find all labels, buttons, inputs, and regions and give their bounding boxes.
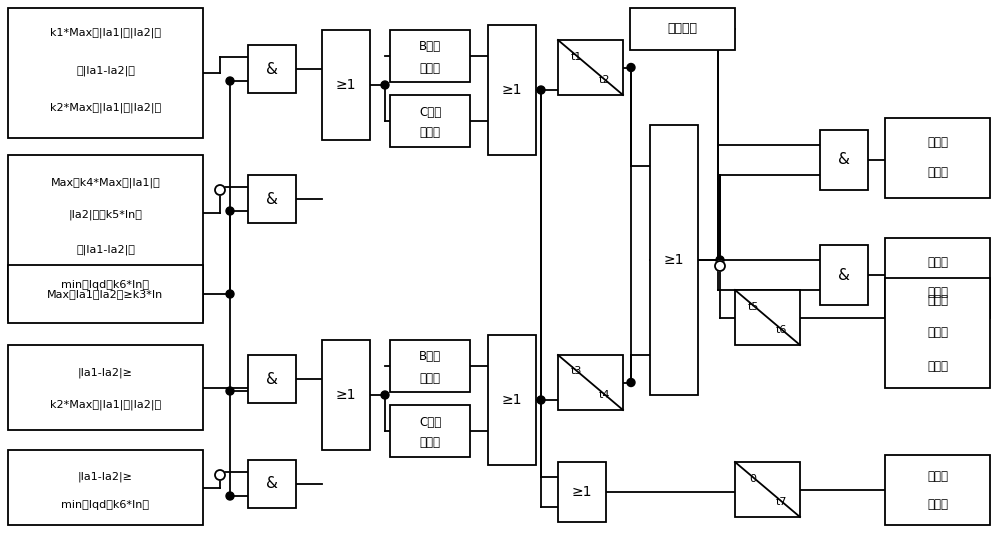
Text: ＜|Ia1-Ia2|＜: ＜|Ia1-Ia2|＜ xyxy=(76,66,135,76)
Circle shape xyxy=(627,63,635,71)
Text: C相电: C相电 xyxy=(419,416,441,429)
Text: 闭锁保: 闭锁保 xyxy=(927,257,948,270)
Bar xyxy=(390,405,470,457)
Bar xyxy=(390,30,470,82)
Bar xyxy=(248,175,296,223)
Bar xyxy=(8,8,203,138)
Text: &: & xyxy=(266,476,278,491)
Circle shape xyxy=(537,86,545,94)
Bar xyxy=(735,462,800,517)
Text: 流判别: 流判别 xyxy=(420,372,440,384)
Text: 流判别: 流判别 xyxy=(420,437,440,449)
Text: 常录波: 常录波 xyxy=(927,498,948,512)
Text: ≥1: ≥1 xyxy=(336,388,356,402)
Text: 0: 0 xyxy=(750,474,757,483)
Text: |Ia2|），k5*In）: |Ia2|），k5*In） xyxy=(69,210,142,220)
Circle shape xyxy=(215,470,225,480)
Text: ≥1: ≥1 xyxy=(664,253,684,267)
Text: |Ia1-Ia2|≥: |Ia1-Ia2|≥ xyxy=(78,471,133,482)
Text: ≥1: ≥1 xyxy=(336,78,356,92)
Circle shape xyxy=(381,391,389,399)
Circle shape xyxy=(226,77,234,85)
Circle shape xyxy=(537,396,545,404)
Bar xyxy=(735,290,800,345)
Circle shape xyxy=(226,387,234,395)
Text: &: & xyxy=(266,372,278,387)
Text: ≥1: ≥1 xyxy=(502,393,522,407)
Text: &: & xyxy=(838,267,850,282)
Bar xyxy=(885,455,990,525)
Text: t6: t6 xyxy=(776,324,787,335)
Bar xyxy=(322,30,370,140)
Text: t7: t7 xyxy=(776,497,788,506)
Circle shape xyxy=(715,261,725,271)
Text: min（Iqd，k6*In）: min（Iqd，k6*In） xyxy=(62,280,150,290)
Bar xyxy=(322,340,370,450)
Text: k2*Max（|Ia1|，|Ia2|）: k2*Max（|Ia1|，|Ia2|） xyxy=(50,400,161,410)
Bar xyxy=(8,345,203,430)
Bar xyxy=(8,155,203,320)
Text: &: & xyxy=(838,153,850,168)
Bar xyxy=(390,340,470,392)
Bar xyxy=(885,278,990,388)
Text: k2*Max（|Ia1|，|Ia2|）: k2*Max（|Ia1|，|Ia2|） xyxy=(50,103,161,113)
Text: Max（k4*Max（|Ia1|，: Max（k4*Max（|Ia1|， xyxy=(51,178,160,188)
Text: t4: t4 xyxy=(599,390,611,400)
Bar xyxy=(248,355,296,403)
Text: k1*Max（|Ia1|，|Ia2|）: k1*Max（|Ia1|，|Ia2|） xyxy=(50,28,161,38)
Text: t2: t2 xyxy=(599,75,611,85)
Bar xyxy=(248,45,296,93)
Bar xyxy=(820,245,868,305)
Text: 护出口: 护出口 xyxy=(927,166,948,179)
Circle shape xyxy=(215,185,225,195)
Text: B相电: B相电 xyxy=(419,40,441,54)
Text: 保护启动: 保护启动 xyxy=(668,23,698,35)
Bar xyxy=(558,40,623,95)
Bar xyxy=(650,125,698,395)
Text: ＜|Ia1-Ia2|＜: ＜|Ia1-Ia2|＜ xyxy=(76,245,135,255)
Circle shape xyxy=(226,207,234,215)
Text: t5: t5 xyxy=(748,301,759,311)
Text: C相电: C相电 xyxy=(419,105,441,119)
Bar xyxy=(558,355,623,410)
Bar xyxy=(820,130,868,190)
Text: 致事件: 致事件 xyxy=(927,359,948,373)
Text: 护启动: 护启动 xyxy=(927,287,948,300)
Text: ≥1: ≥1 xyxy=(572,485,592,499)
Text: t1: t1 xyxy=(571,52,582,62)
Circle shape xyxy=(226,492,234,500)
Bar xyxy=(630,8,735,50)
Circle shape xyxy=(716,256,724,264)
Bar xyxy=(488,335,536,465)
Bar xyxy=(885,118,990,198)
Bar xyxy=(390,95,470,147)
Text: 采样异: 采样异 xyxy=(927,470,948,483)
Bar xyxy=(885,238,990,318)
Bar xyxy=(8,265,203,323)
Bar xyxy=(8,450,203,525)
Text: 样不一: 样不一 xyxy=(927,326,948,339)
Bar xyxy=(488,25,536,155)
Bar xyxy=(558,462,606,522)
Circle shape xyxy=(226,290,234,298)
Text: 电流采: 电流采 xyxy=(927,294,948,307)
Text: 闭锁保: 闭锁保 xyxy=(927,136,948,149)
Text: B相电: B相电 xyxy=(419,351,441,364)
Text: &: & xyxy=(266,192,278,207)
Circle shape xyxy=(627,379,635,387)
Text: t3: t3 xyxy=(571,366,582,376)
Text: 流判别: 流判别 xyxy=(420,62,440,75)
Text: 流判别: 流判别 xyxy=(420,127,440,140)
Text: min（Iqd，k6*In）: min（Iqd，k6*In） xyxy=(62,500,150,510)
Text: Max（Ia1，Ia2）≥k3*In: Max（Ia1，Ia2）≥k3*In xyxy=(47,289,164,299)
Circle shape xyxy=(381,81,389,89)
Bar xyxy=(248,460,296,508)
Text: ≥1: ≥1 xyxy=(502,83,522,97)
Text: &: & xyxy=(266,62,278,76)
Text: |Ia1-Ia2|≥: |Ia1-Ia2|≥ xyxy=(78,368,133,378)
